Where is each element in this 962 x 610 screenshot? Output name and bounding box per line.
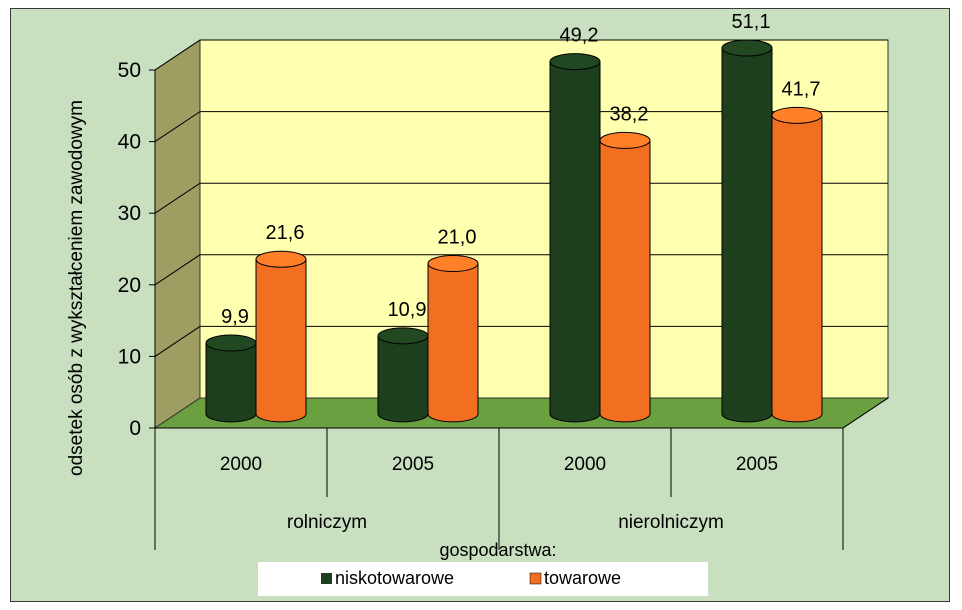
gridlines [154, 39, 888, 357]
bar-towarowe-3 [771, 106, 823, 423]
bar-towarowe-1 [427, 255, 479, 423]
bar-niskotowarowe-3 [721, 39, 773, 423]
legend-swatch-towarowe [529, 572, 542, 585]
legend-label-niskotowarowe: niskotowarowe [335, 568, 454, 588]
side-wall [154, 39, 201, 429]
x-tick-label-3: 2005 [736, 454, 778, 475]
y-tick-label-50: 50 [118, 59, 141, 82]
bar-niskotowarowe-0-body [205, 342, 257, 423]
group-label-1: nierolniczym [618, 512, 724, 533]
y-axis: 0 10 20 30 40 50 [118, 59, 156, 440]
bar-towarowe-0-body [255, 258, 307, 423]
data-label-towarowe-3: 41,7 [782, 78, 821, 100]
x-tick-label-1: 2005 [392, 454, 434, 475]
y-axis-title: odsetek osób z wykształceniem zawodowym [66, 100, 87, 476]
bar-niskotowarowe-2-body [549, 61, 601, 423]
bar-towarowe-2 [599, 131, 651, 423]
bar-towarowe-2-top [599, 131, 651, 149]
bar-towarowe-3-top [771, 106, 823, 124]
data-label-niskotowarowe-2: 49,2 [560, 25, 599, 47]
data-labels: 9,9 21,6 10,9 21,0 49,2 38,2 51,1 41,7 [221, 11, 820, 328]
gridline-40 [154, 111, 888, 143]
group-axis-title: gospodarstwa: [439, 540, 556, 560]
data-label-niskotowarowe-0: 9,9 [221, 306, 249, 328]
x-axis: 2000 2005 2000 2005 rolniczym nierolniczym [154, 397, 889, 550]
bar-niskotowarowe-1 [377, 327, 429, 423]
bars [205, 39, 823, 423]
bar-niskotowarowe-1-top [377, 327, 429, 345]
floor-edge [842, 397, 889, 429]
bar-towarowe-1-top [427, 255, 479, 273]
gridline-10 [154, 325, 888, 357]
legend: niskotowarowe towarowe [258, 562, 708, 596]
bar-niskotowarowe-2 [549, 53, 601, 423]
x-tick-label-0: 2000 [220, 454, 262, 475]
y-tick-label-30: 30 [118, 202, 141, 225]
x-tick-label-2: 2000 [564, 454, 606, 475]
bar-towarowe-3-body [771, 114, 823, 423]
legend-box [258, 562, 708, 596]
bar-niskotowarowe-0 [205, 334, 257, 423]
bar-niskotowarowe-1-body [377, 335, 429, 423]
data-label-towarowe-2: 38,2 [610, 103, 649, 125]
gridline-50 [154, 39, 888, 71]
legend-swatch-niskotowarowe [321, 573, 332, 584]
chart-walls [153, 39, 890, 429]
y-tick-label-10: 10 [118, 345, 141, 368]
bar-niskotowarowe-3-body [721, 47, 773, 423]
bar-towarowe-2-body [599, 139, 651, 423]
y-tick-label-20: 20 [118, 274, 141, 297]
data-label-niskotowarowe-3: 51,1 [732, 11, 771, 33]
bar-towarowe-0-top [255, 250, 307, 268]
group-label-0: rolniczym [287, 512, 367, 533]
y-tick-label-40: 40 [118, 131, 141, 154]
bar-niskotowarowe-2-top [549, 53, 601, 71]
data-label-towarowe-1: 21,0 [438, 227, 477, 249]
gridline-30 [154, 182, 888, 214]
bar-niskotowarowe-0-top [205, 334, 257, 352]
bar-niskotowarowe-3-top [721, 39, 773, 57]
legend-label-towarowe: towarowe [544, 568, 621, 588]
bar-towarowe-0 [255, 250, 307, 423]
data-label-niskotowarowe-1: 10,9 [388, 299, 427, 321]
gridline-20 [154, 254, 888, 286]
y-tick-label-0: 0 [129, 417, 141, 440]
bar-towarowe-1-body [427, 263, 479, 423]
data-label-towarowe-0: 21,6 [266, 222, 305, 244]
